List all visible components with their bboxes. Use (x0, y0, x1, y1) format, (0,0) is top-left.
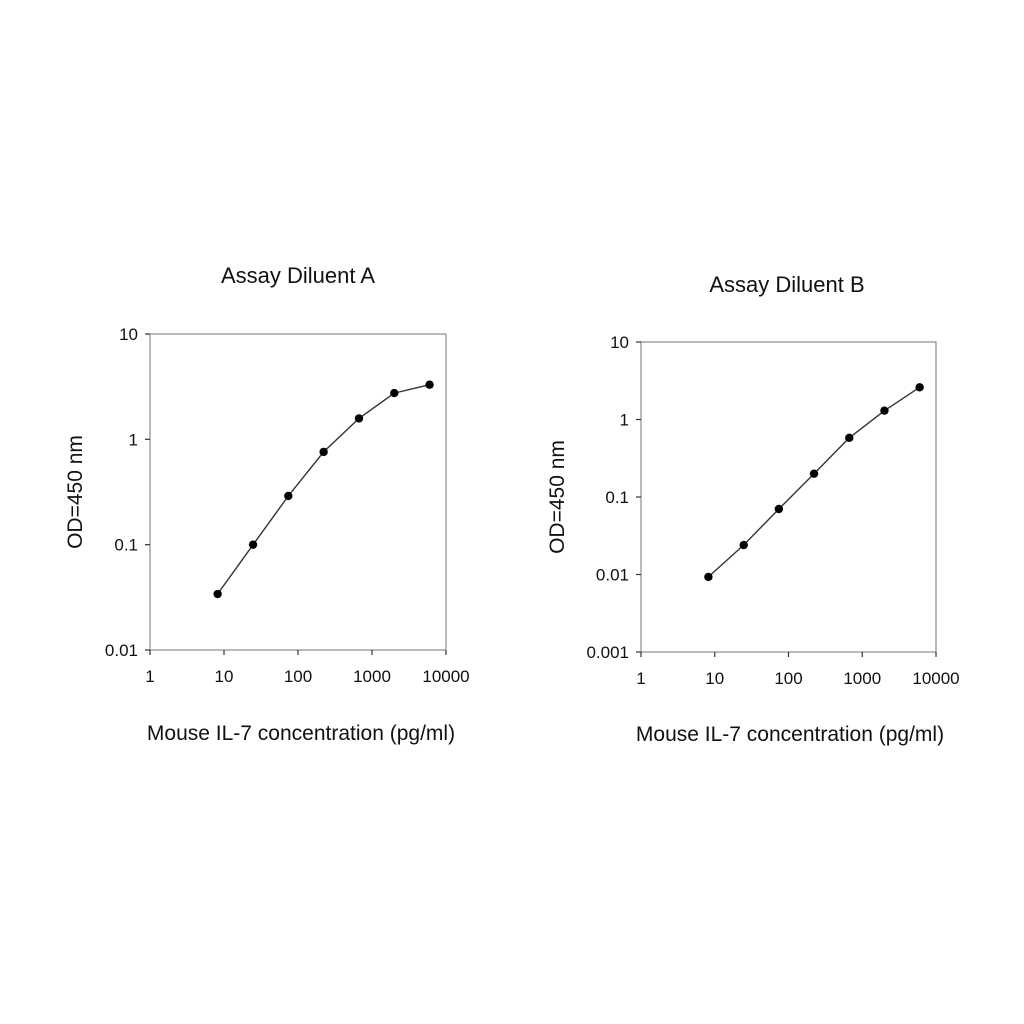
data-point (213, 589, 222, 599)
data-point (319, 447, 328, 457)
data-point (425, 380, 434, 389)
chart-b-y-axis: 10 1 0.1 0.01 0.001 (586, 333, 641, 662)
chart-b-series (704, 383, 924, 582)
chart-b-plot-area (640, 341, 937, 653)
data-point (774, 504, 784, 514)
x-tick-label: 1 (636, 669, 645, 688)
data-point (390, 388, 399, 398)
data-point (739, 540, 748, 550)
data-point (704, 572, 713, 582)
x-tick-label: 10 (215, 667, 234, 686)
y-tick-label: 1 (129, 430, 138, 449)
x-tick-label: 1000 (843, 669, 881, 688)
chart-a-plot-area (149, 333, 447, 651)
y-tick-label: 1 (620, 411, 629, 430)
chart-a-x-axis: 1 10 100 1000 10000 (145, 650, 470, 686)
data-point (248, 540, 258, 549)
x-tick-label: 10000 (912, 669, 959, 688)
chart-b-y-axis-label: OD=450 nm (546, 440, 569, 554)
x-tick-label: 100 (284, 667, 312, 686)
chart-a-x-axis-label: Mouse IL-7 concentration (pg/ml) (147, 722, 455, 745)
y-tick-label: 0.1 (114, 536, 138, 555)
chart-a: Assay Diluent A 10 1 0.1 0.01 1 10 100 1000 100… (64, 263, 470, 745)
data-point (845, 433, 854, 443)
y-tick-label: 0.01 (596, 566, 629, 585)
chart-a-title: Assay Diluent A (221, 263, 375, 288)
x-tick-label: 1000 (353, 667, 391, 686)
chart-a-y-axis: 10 1 0.1 0.01 (105, 325, 150, 660)
y-tick-label: 0.1 (605, 488, 629, 507)
chart-a-y-axis-label: OD=450 nm (64, 435, 87, 549)
data-point (880, 406, 889, 415)
chart-b-x-axis: 1 10 100 1000 10000 (636, 652, 960, 688)
chart-b: Assay Diluent B 10 1 0.1 0.01 0.001 1 10 100 10… (546, 272, 960, 746)
data-point (915, 383, 924, 392)
y-tick-label: 0.01 (105, 641, 138, 660)
series-line (707, 386, 920, 578)
x-tick-label: 10000 (422, 667, 469, 686)
x-tick-label: 1 (145, 667, 154, 686)
series-line (217, 384, 430, 595)
y-tick-label: 0.001 (586, 643, 629, 662)
x-tick-label: 10 (705, 669, 724, 688)
chart-b-x-axis-label: Mouse IL-7 concentration (pg/ml) (636, 723, 944, 746)
y-tick-label: 10 (610, 333, 629, 352)
data-point (284, 491, 293, 501)
data-point (809, 469, 819, 478)
chart-a-series (213, 380, 434, 599)
x-tick-label: 100 (774, 669, 802, 688)
y-tick-label: 10 (119, 325, 138, 344)
chart-b-title: Assay Diluent B (709, 272, 864, 297)
data-point (354, 414, 364, 423)
